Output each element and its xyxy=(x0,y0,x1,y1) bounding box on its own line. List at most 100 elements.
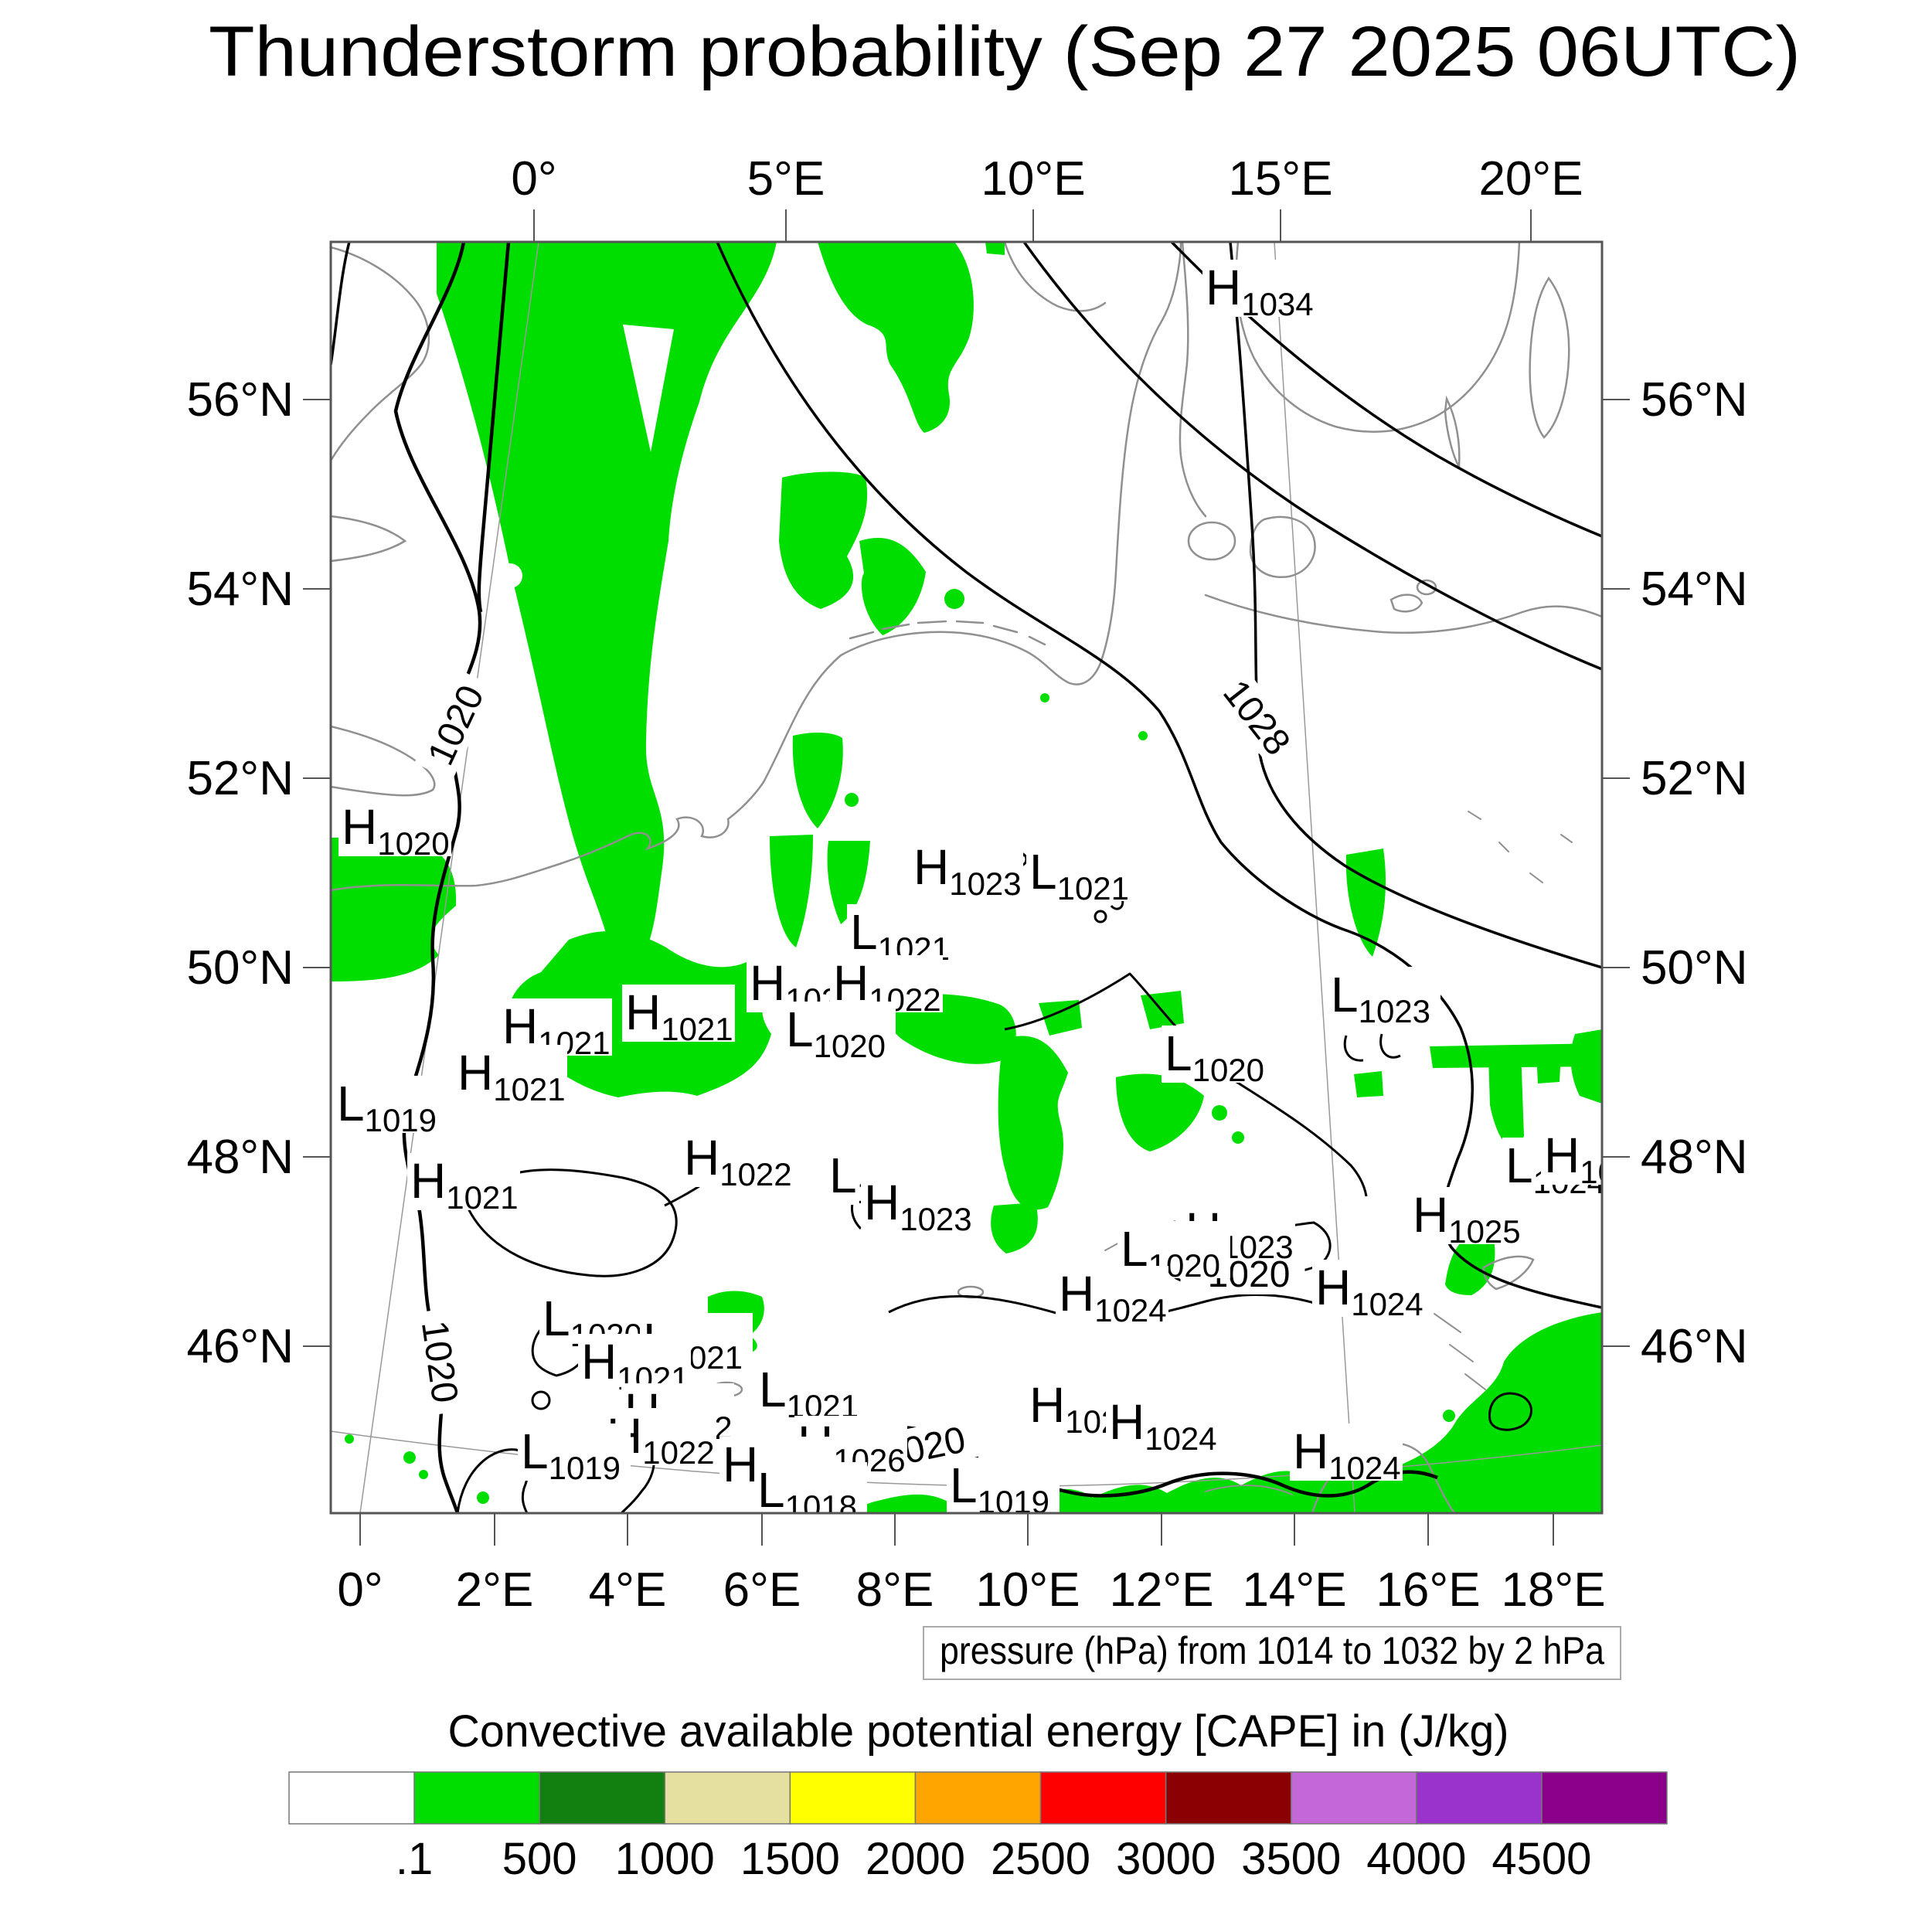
coastline xyxy=(1249,515,1316,578)
left-axis-label: 46°N xyxy=(186,1320,294,1373)
right-axis-label: 52°N xyxy=(1641,752,1748,805)
bottom-axis-label: 8°E xyxy=(856,1563,934,1617)
coastline xyxy=(1003,242,1107,312)
pressure-center-bg xyxy=(754,1462,867,1513)
top-axis-label: 5°E xyxy=(747,152,825,206)
right-axis-label: 46°N xyxy=(1641,1320,1748,1373)
pressure-center-bg xyxy=(407,1153,520,1210)
pressure-center-label: L1019 xyxy=(521,1423,621,1486)
colorbar-cell xyxy=(539,1771,666,1825)
bottom-axis-label: 0° xyxy=(337,1563,383,1617)
pressure-center-label: H1020 xyxy=(342,799,450,862)
cape-area xyxy=(859,538,926,635)
colorbar-tick-label: 4500 xyxy=(1492,1834,1591,1884)
isobar-contour xyxy=(331,242,351,366)
pressure-center-bg xyxy=(1328,967,1440,1024)
left-axis-label: 52°N xyxy=(186,752,294,805)
colorbar-tick-label: 3500 xyxy=(1241,1834,1341,1884)
bottom-axis-label: 18°E xyxy=(1501,1563,1605,1617)
pressure-center-label: H1023 xyxy=(864,1175,972,1237)
pressure-center: H1024 xyxy=(1290,1423,1403,1486)
cape-colorbar: Convective available potential energy [C… xyxy=(288,1706,1668,1884)
pressure-center: L1018 xyxy=(754,1462,867,1525)
pressure-center: H1023 xyxy=(910,839,1023,902)
colorbar-tick-label: 1500 xyxy=(740,1834,840,1884)
pressure-center: L1019 xyxy=(947,1458,1060,1513)
colorbar-cell xyxy=(914,1771,1042,1825)
pressure-center-label: L1019 xyxy=(337,1076,437,1138)
cape-area-dot xyxy=(1508,1115,1522,1129)
bottom-axis-label: 4°E xyxy=(589,1563,667,1617)
coastline xyxy=(1482,1255,1535,1291)
cape-area-dot xyxy=(944,589,964,609)
pressure-legend-text: pressure (hPa) from 1014 to 1032 by 2 hP… xyxy=(940,1629,1604,1672)
map-border xyxy=(329,240,1604,1515)
bottom-axis-label: 2°E xyxy=(456,1563,534,1617)
pressure-center-label: L1023 xyxy=(1331,967,1430,1029)
pressure-center: H1021 xyxy=(578,1334,691,1396)
left-axis-label: 54°N xyxy=(186,563,294,616)
pressure-center: L1023 xyxy=(1328,967,1440,1029)
bottom-axis-label: 16°E xyxy=(1376,1563,1480,1617)
pressure-legend-box xyxy=(923,1626,1621,1680)
pressure-center-bg xyxy=(947,1458,1060,1513)
colorbar-cell xyxy=(1290,1771,1417,1825)
right-axis-label: 48°N xyxy=(1641,1131,1748,1184)
coastline xyxy=(626,654,842,851)
top-axis-label: 0° xyxy=(511,152,556,206)
pressure-center-label: H1021 xyxy=(457,1045,566,1107)
coastline xyxy=(331,515,407,563)
bottom-axis-label: 12°E xyxy=(1109,1563,1213,1617)
coastline xyxy=(1205,1485,1293,1495)
pressure-center-label: L1018 xyxy=(757,1462,857,1525)
coastline xyxy=(1529,276,1570,439)
pressure-center: H1022 xyxy=(681,1130,794,1192)
colorbar-tick-label: 500 xyxy=(502,1834,577,1884)
cape-area-dot xyxy=(403,1451,416,1464)
cape-area xyxy=(1116,1073,1204,1151)
colorbar-cell xyxy=(288,1771,415,1825)
cape-area xyxy=(827,841,870,924)
pressure-center-bg xyxy=(1312,1260,1425,1317)
pressure-center-label: H1024 xyxy=(1315,1260,1423,1322)
colorbar-tick-label: 4000 xyxy=(1366,1834,1466,1884)
top-axis-label: 15°E xyxy=(1228,152,1332,206)
coastline xyxy=(1179,242,1207,518)
pressure-center-label: L1020 xyxy=(786,1002,886,1064)
cape-area xyxy=(779,471,868,609)
cape-area-dot xyxy=(1040,693,1049,702)
colorbar-cell xyxy=(1039,1771,1167,1825)
colorbar-cell xyxy=(1541,1771,1668,1825)
cape-area xyxy=(1345,849,1386,957)
colorbar-tick-label: 1000 xyxy=(615,1834,715,1884)
pressure-center-bg xyxy=(338,799,451,856)
pressure-center-label: H1024 xyxy=(1293,1423,1401,1486)
pressure-center: H1024 xyxy=(1541,1128,1602,1190)
pressure-center-bg xyxy=(1106,1394,1219,1451)
isobar-contour xyxy=(1229,242,1602,969)
pressure-center: H1020 xyxy=(338,799,451,862)
isobar-contour xyxy=(465,1168,678,1277)
left-axis-label: 48°N xyxy=(186,1131,294,1184)
cape-area-dot xyxy=(477,1492,489,1504)
pressure-center-bg xyxy=(1290,1423,1403,1481)
coastline xyxy=(1468,811,1573,883)
pressure-center-label: H1025 xyxy=(1413,1187,1521,1250)
cape-area xyxy=(818,242,974,433)
cape-colorbar-labels: .1 500 1000 1500 2000 2500 3000 3500 4000 4500 xyxy=(396,1834,1592,1884)
colorbar-tick-label: 2500 xyxy=(991,1834,1090,1884)
cape-hole xyxy=(623,325,674,452)
cape-area-dot xyxy=(345,1434,354,1444)
isobar-contour xyxy=(1022,242,1602,671)
pressure-center-bg xyxy=(910,839,1023,896)
pressure-center: H1021 xyxy=(454,1045,567,1107)
pressure-center-bg xyxy=(783,1002,896,1059)
pressure-center-bg xyxy=(1162,1026,1274,1083)
pressure-center-label: L1021 xyxy=(850,904,950,967)
pressure-center-label: H1021 xyxy=(625,985,733,1047)
pressure-center-label: H1024 xyxy=(1059,1266,1167,1328)
pressure-center: H1023 xyxy=(861,1175,974,1237)
coastline xyxy=(839,242,1182,685)
pressure-center: H1021 xyxy=(622,985,735,1047)
coastline xyxy=(1389,594,1423,613)
